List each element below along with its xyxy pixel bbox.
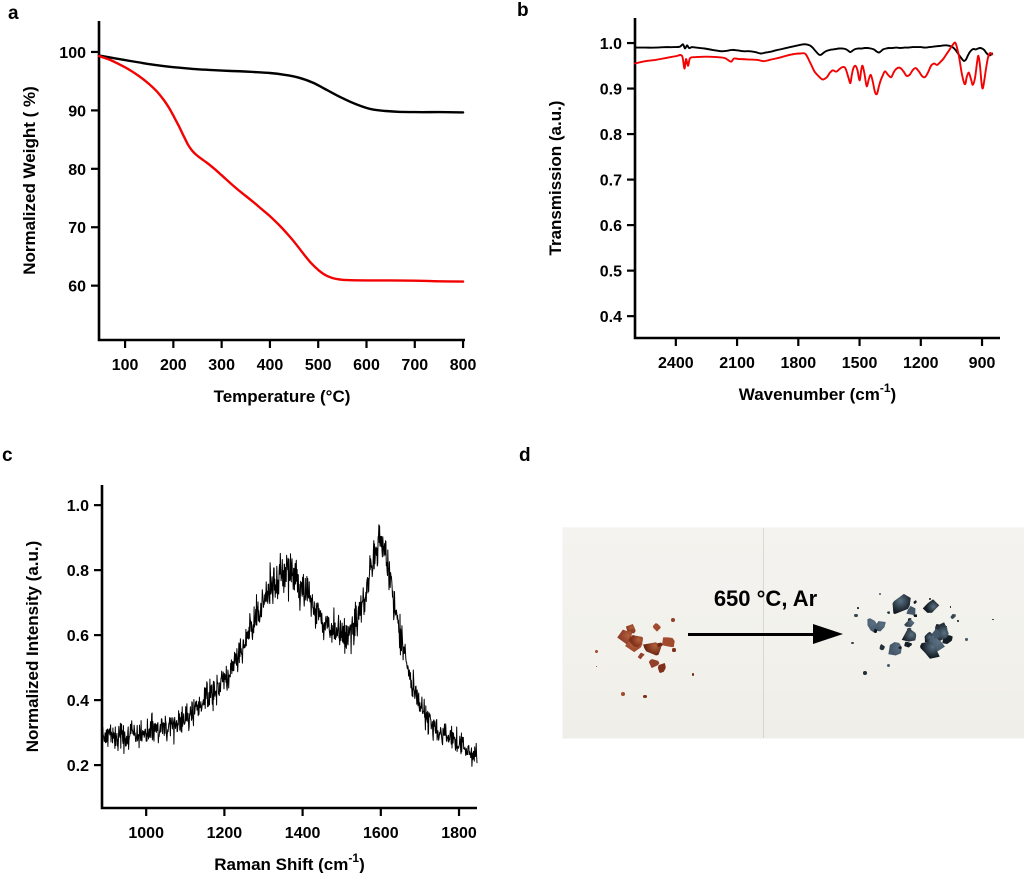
black-curve [97,54,465,114]
y-tick-label: 60 [68,279,86,296]
after-flake-speck [878,593,881,596]
before-flake [648,657,660,668]
after-flake [922,599,939,616]
x-tick-label: 1800 [781,355,817,372]
x-tick-label: 2100 [719,355,755,372]
x-tick-label: 1000 [128,825,164,842]
panel-c-label: c [2,445,13,466]
y-tick-label: 0.8 [600,127,622,144]
ftir-y-axis-label: Transmission (a.u.) [546,101,565,256]
y-tick-label: 0.4 [600,309,622,326]
after-flake-speck [854,613,858,618]
ftir-x-axis-label: Wavenumber (cm-1) [739,381,896,404]
before-flake [662,637,675,648]
y-tick-label: 0.6 [67,628,89,645]
y-tick-label: 0.9 [600,82,622,99]
tga-y-axis-label: Normalized Weight ( %) [20,86,39,275]
panel-b-label: b [517,0,529,21]
x-tick-label: 1200 [903,355,939,372]
before-flake-speck [692,673,695,676]
x-tick-label: 2400 [658,355,694,372]
before-flake-speck [672,648,676,652]
black-spectrum [634,43,994,62]
after-flake [904,641,912,649]
y-tick-label: 80 [68,162,86,179]
before-flake-speck [670,618,675,623]
y-tick-label: 1.0 [67,498,89,515]
x-tick-label: 200 [160,357,187,374]
x-tick-label: 500 [305,357,332,374]
x-tick-label: 1400 [285,825,321,842]
arrow-head-icon [813,624,843,644]
before-flake-speck [595,665,598,668]
before-flake-speck [621,692,625,697]
raman-chart: 1000 1200 1400 1600 1800 0.2 0.4 0.6 0.8 1.0 Raman… [23,485,478,873]
after-flake-speck [965,638,968,641]
after-flake [949,612,957,620]
x-tick-label: 900 [969,355,996,372]
before-flake [638,652,645,659]
before-flake-speck [643,695,647,699]
x-tick-label: 800 [450,357,477,374]
tga-x-axis-label: Temperature (°C) [214,387,351,406]
after-flake [887,610,891,614]
after-flake-speck [863,670,867,675]
ftir-chart: 2400 2100 1800 1500 1200 900 0.4 0.5 0.6 0.7 0.8 0.… [546,18,1000,404]
after-flake [913,599,919,605]
after-flake [888,641,904,656]
y-tick-label: 0.2 [67,758,89,775]
after-flake [864,617,880,635]
ftir-axes: 2400 2100 1800 1500 1200 900 0.4 0.5 0.6 0.7 0.8 0.… [546,18,1000,404]
x-tick-label: 100 [112,357,139,374]
panel-a-label: a [8,3,19,24]
y-tick-label: 0.7 [600,173,622,190]
raman-y-axis-label: Normalized Intensity (a.u.) [23,541,42,753]
after-flake-speck [873,629,877,633]
y-tick-label: 70 [68,220,86,237]
photo: 650 °C, Ar [563,528,1024,738]
y-tick-label: 90 [68,103,86,120]
y-tick-label: 0.8 [67,563,89,580]
x-tick-label: 1200 [207,825,243,842]
x-tick-label: 600 [353,357,380,374]
x-tick-label: 400 [257,357,284,374]
after-flake-speck [957,620,960,623]
before-flake-speck [594,650,598,654]
x-tick-label: 700 [401,357,428,374]
red-curve [97,54,465,283]
x-tick-label: 300 [208,357,235,374]
raman-axes: 1000 1200 1400 1600 1800 0.2 0.4 0.6 0.8 1.0 Raman… [23,485,477,873]
before-flake [652,623,662,633]
after-flake-speck [906,604,909,607]
raman-x-axis-label: Raman Shift (cm-1) [214,851,364,873]
y-tick-label: 100 [59,45,86,62]
x-tick-label: 1800 [441,825,477,842]
before-flake [643,639,663,658]
after-flake [878,643,885,650]
raman-spectrum [101,524,478,767]
before-flake [657,663,667,673]
tga-chart: 100 200 300 400 500 600 700 800 60 70 80 90 100 Tempe… [20,21,477,406]
after-flake-speck [992,618,995,621]
after-flake-speck [886,663,891,668]
y-tick-label: 0.6 [600,218,622,235]
arrow-line [688,632,815,636]
x-tick-label: 1500 [842,355,878,372]
panel-d-label: d [519,445,531,466]
y-tick-label: 0.5 [600,264,622,281]
after-flake-speck [851,641,854,645]
y-tick-label: 1.0 [600,36,622,53]
after-flake-speck [929,597,932,600]
after-flake-speck [949,606,952,608]
red-spectrum [634,41,994,96]
tga-axes: 100 200 300 400 500 600 700 800 60 70 80 90 100 Tempe… [20,21,477,406]
y-tick-label: 0.4 [67,693,89,710]
arrow-label: 650 °C, Ar [713,586,818,611]
x-tick-label: 1600 [363,825,399,842]
after-flake-speck [856,606,859,609]
